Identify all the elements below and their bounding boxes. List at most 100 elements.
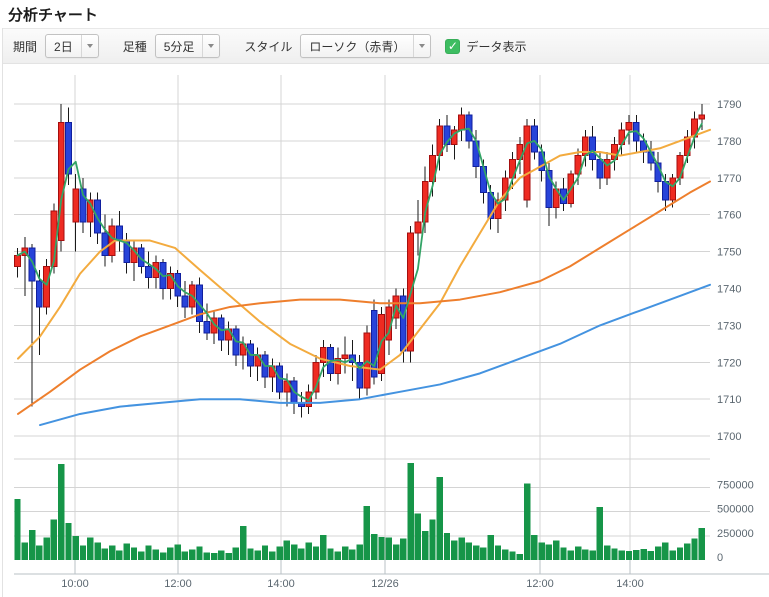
volume-bar [400, 538, 407, 560]
volume-axis-label: 250000 [717, 528, 754, 540]
volume-bar [472, 545, 480, 560]
volume-bar [123, 543, 130, 560]
volume-bar [36, 545, 43, 560]
volume-layer [14, 463, 706, 560]
volume-bar [458, 537, 465, 560]
volume-bar [334, 551, 342, 560]
volume-bar [385, 537, 392, 560]
volume-bar [130, 547, 138, 560]
volume-bar [108, 545, 116, 560]
volume-bar [72, 535, 79, 560]
candle-down [137, 247, 145, 267]
volume-bar [574, 546, 582, 560]
volume-bar [298, 548, 305, 560]
volume-bar [290, 544, 298, 560]
volume-bar [684, 543, 691, 560]
volume-bar [276, 546, 283, 560]
volume-bar [232, 547, 240, 560]
grid-layer [14, 75, 710, 574]
candle-down [65, 121, 72, 175]
data-display-checkbox[interactable]: ✓ [445, 38, 461, 54]
volume-bar [414, 513, 422, 560]
volume-bar [57, 464, 65, 560]
volume-bar [654, 546, 662, 560]
style-label: スタイル [244, 39, 293, 54]
volume-bar [312, 546, 320, 560]
chevron-down-icon[interactable] [202, 35, 219, 57]
volume-bar [225, 553, 232, 560]
volume-bar [523, 483, 531, 560]
candle-up [429, 155, 436, 182]
time-axis-label: 10:00 [61, 578, 89, 590]
time-axis-label: 12:00 [164, 578, 192, 590]
volume-bar [676, 547, 684, 560]
volume-bar [320, 534, 327, 560]
volume-bar [407, 463, 414, 560]
volume-bar [392, 544, 400, 560]
ma-line-green [16, 122, 703, 402]
chevron-down-icon[interactable] [80, 35, 98, 57]
volume-bar [618, 550, 625, 560]
volume-bar [269, 551, 276, 560]
volume-bar [79, 545, 87, 560]
volume-bar [691, 538, 698, 560]
volume-bar [181, 551, 189, 560]
candle-down [356, 361, 364, 389]
volume-bar [662, 542, 669, 560]
volume-bar [698, 528, 706, 560]
volume-bar [589, 550, 596, 560]
volume-bar [138, 551, 145, 560]
candle-up [57, 121, 65, 242]
volume-bar [538, 542, 545, 560]
period-dropdown-value: 2日 [54, 39, 73, 54]
volume-bar [502, 549, 509, 560]
candle-down [35, 280, 43, 308]
candle-up [166, 273, 174, 289]
volume-bar [494, 545, 502, 560]
volume-bar [669, 550, 676, 560]
volume-bar [582, 549, 589, 560]
volume-bar [239, 526, 247, 560]
candle-up [603, 158, 611, 179]
volume-bar [356, 544, 363, 560]
data-display-label: データ表示 [466, 39, 527, 54]
volume-bar [378, 536, 385, 560]
axis-layer: 1790 1780 1770 1760 1750 1740 1730 1720 1710 1700… [14, 99, 769, 590]
checkmark-icon: ✓ [447, 39, 458, 53]
style-dropdown[interactable]: ローソク（赤青） [300, 34, 432, 58]
period-dropdown[interactable]: 2日 [45, 34, 99, 58]
volume-bar [189, 549, 196, 560]
volume-bar [363, 505, 371, 560]
price-axis-label: 1780 [717, 136, 741, 148]
volume-bar [218, 550, 225, 560]
period-label: 期間 [13, 39, 38, 54]
time-axis-label: 12:00 [526, 578, 554, 590]
candle-down [480, 166, 487, 194]
volume-bar [640, 548, 647, 560]
volume-bar [261, 545, 269, 560]
candle-down [596, 158, 604, 179]
volume-bar [203, 552, 210, 560]
volume-bar [327, 548, 334, 560]
candle-up [625, 121, 633, 131]
candle-up [669, 177, 677, 201]
candle-up [698, 114, 706, 120]
volume-bar [429, 519, 436, 560]
ma-line-blue [39, 283, 711, 427]
ma-line-orange [17, 180, 711, 415]
volume-bar [28, 529, 36, 560]
volume-bar [50, 519, 58, 560]
volume-bar [531, 534, 538, 560]
chevron-down-icon[interactable] [413, 35, 430, 57]
time-axis-label: 14:00 [616, 578, 644, 590]
bartype-dropdown[interactable]: 5分足 [154, 34, 221, 58]
volume-bar [465, 542, 473, 560]
candlestick-volume-chart: 1790 1780 1770 1760 1750 1740 1730 1720 1710 1700… [14, 75, 769, 590]
volume-axis-label: 750000 [717, 479, 754, 491]
volume-bar [196, 546, 203, 560]
volume-bar [451, 540, 458, 560]
volume-bar [159, 552, 167, 560]
candle-up [334, 358, 342, 374]
candle-down [79, 188, 87, 223]
